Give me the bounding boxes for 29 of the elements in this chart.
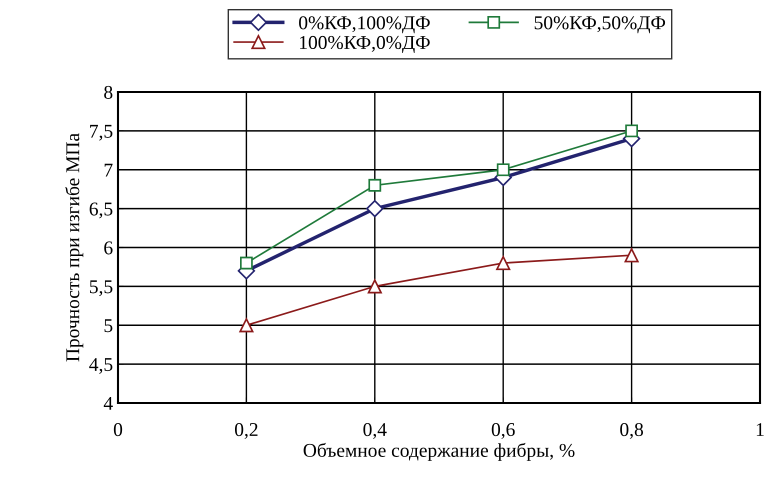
point	[366, 200, 384, 218]
point	[624, 248, 639, 262]
y-tick-label: 6	[104, 241, 113, 254]
x-tick-label: 0,2	[234, 423, 258, 439]
y-tick-label: 5	[104, 319, 112, 332]
x-tick-label: 0	[114, 423, 122, 436]
point	[368, 178, 382, 192]
y-tick-label: 8	[104, 86, 112, 99]
y-axis-title: Прочность при изгибе МПа	[65, 133, 84, 362]
point	[240, 256, 253, 270]
x-tick-label: 0,6	[492, 423, 515, 439]
point	[368, 279, 382, 294]
point	[496, 163, 510, 176]
legend-label: 50%КФ,50%ДФ	[534, 16, 666, 34]
legend-label: 100%КФ,0%ДФ	[300, 36, 430, 54]
point	[625, 124, 638, 138]
point	[239, 318, 254, 332]
y-tick-label: 5,5	[90, 280, 112, 296]
x-tick-label: 0,8	[620, 423, 644, 439]
y-tick-label: 7	[104, 164, 113, 176]
point	[496, 256, 510, 270]
y-tick-label: 4,5	[89, 358, 112, 374]
y-tick-label: 4	[104, 396, 113, 410]
x-tick-label: 1	[756, 423, 764, 436]
x-axis-title: Объемное содержание фибры, %	[304, 442, 574, 461]
y-tick-label: 6,5	[90, 202, 112, 218]
y-tick-label: 7,5	[90, 124, 112, 141]
legend-label: 0%КФ,100%ДФ	[299, 16, 430, 34]
x-tick-label: 0,4	[363, 423, 387, 439]
